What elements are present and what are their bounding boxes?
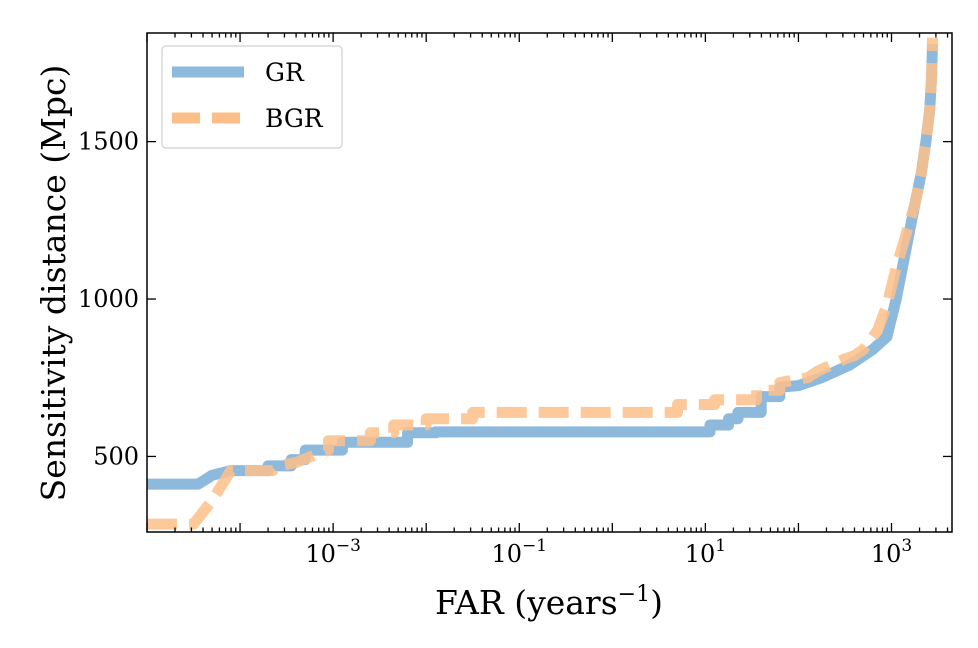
y-tick-label: 1500 [78,128,139,156]
x-tick-label: 10−1 [491,536,547,568]
series-layer [147,37,938,530]
series-line-bgr [147,37,938,530]
y-tick-label: 1000 [78,285,139,313]
ticks-layer: 10−3 10−1 101 103 500 1000 1500 [78,33,952,568]
legend: GR BGR [161,45,343,149]
x-tick-label: 103 [871,536,912,568]
x-tick-label: 10−3 [305,536,361,568]
legend-label-bgr: BGR [265,104,324,133]
y-tick-label: 500 [93,442,139,470]
y-axis-title: Sensitivity distance (Mpc) [34,65,73,502]
legend-label-gr: GR [265,58,305,87]
x-tick-label: 101 [685,536,726,568]
x-axis-title: FAR (years−1) [435,582,663,622]
plot-frame [146,32,953,533]
